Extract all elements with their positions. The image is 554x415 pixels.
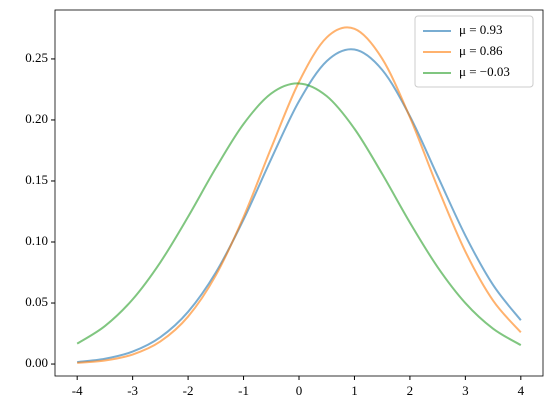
y-tick-label: 0.25 — [25, 50, 48, 65]
x-tick-label: 0 — [296, 383, 303, 398]
legend-label: μ = −0.03 — [459, 64, 510, 79]
legend-box — [414, 15, 534, 88]
line-series — [76, 82, 522, 346]
x-tick-label: -1 — [238, 383, 249, 398]
legend-label: μ = 0.86 — [459, 43, 503, 58]
x-tick-label: 1 — [351, 383, 358, 398]
y-tick-label: 0.00 — [25, 355, 48, 370]
x-tick-label: 2 — [407, 383, 414, 398]
x-tick-label: -4 — [72, 383, 83, 398]
line-series — [77, 48, 522, 364]
x-tick-label: -2 — [183, 383, 194, 398]
x-tick-label: 4 — [518, 383, 525, 398]
legend-label: μ = 0.93 — [459, 22, 503, 37]
y-tick-label: 0.15 — [25, 172, 48, 187]
y-tick-label: 0.05 — [25, 294, 48, 309]
y-tick-label: 0.20 — [25, 111, 48, 126]
x-tick-label: 3 — [462, 383, 469, 398]
axes-frame — [54, 9, 544, 377]
y-tick-label: 0.10 — [25, 233, 48, 248]
x-tick-label: -3 — [127, 383, 138, 398]
line-series — [77, 26, 522, 364]
